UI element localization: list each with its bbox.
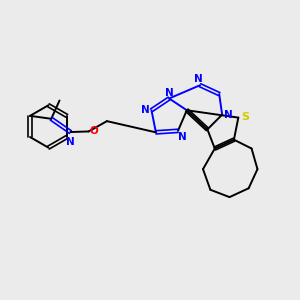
Text: N: N [178, 132, 187, 142]
Text: N: N [141, 105, 149, 115]
Text: N: N [224, 110, 233, 120]
Text: N: N [66, 137, 75, 147]
Text: N: N [165, 88, 173, 98]
Text: S: S [241, 112, 249, 122]
Text: N: N [194, 74, 203, 84]
Text: O: O [89, 126, 98, 136]
